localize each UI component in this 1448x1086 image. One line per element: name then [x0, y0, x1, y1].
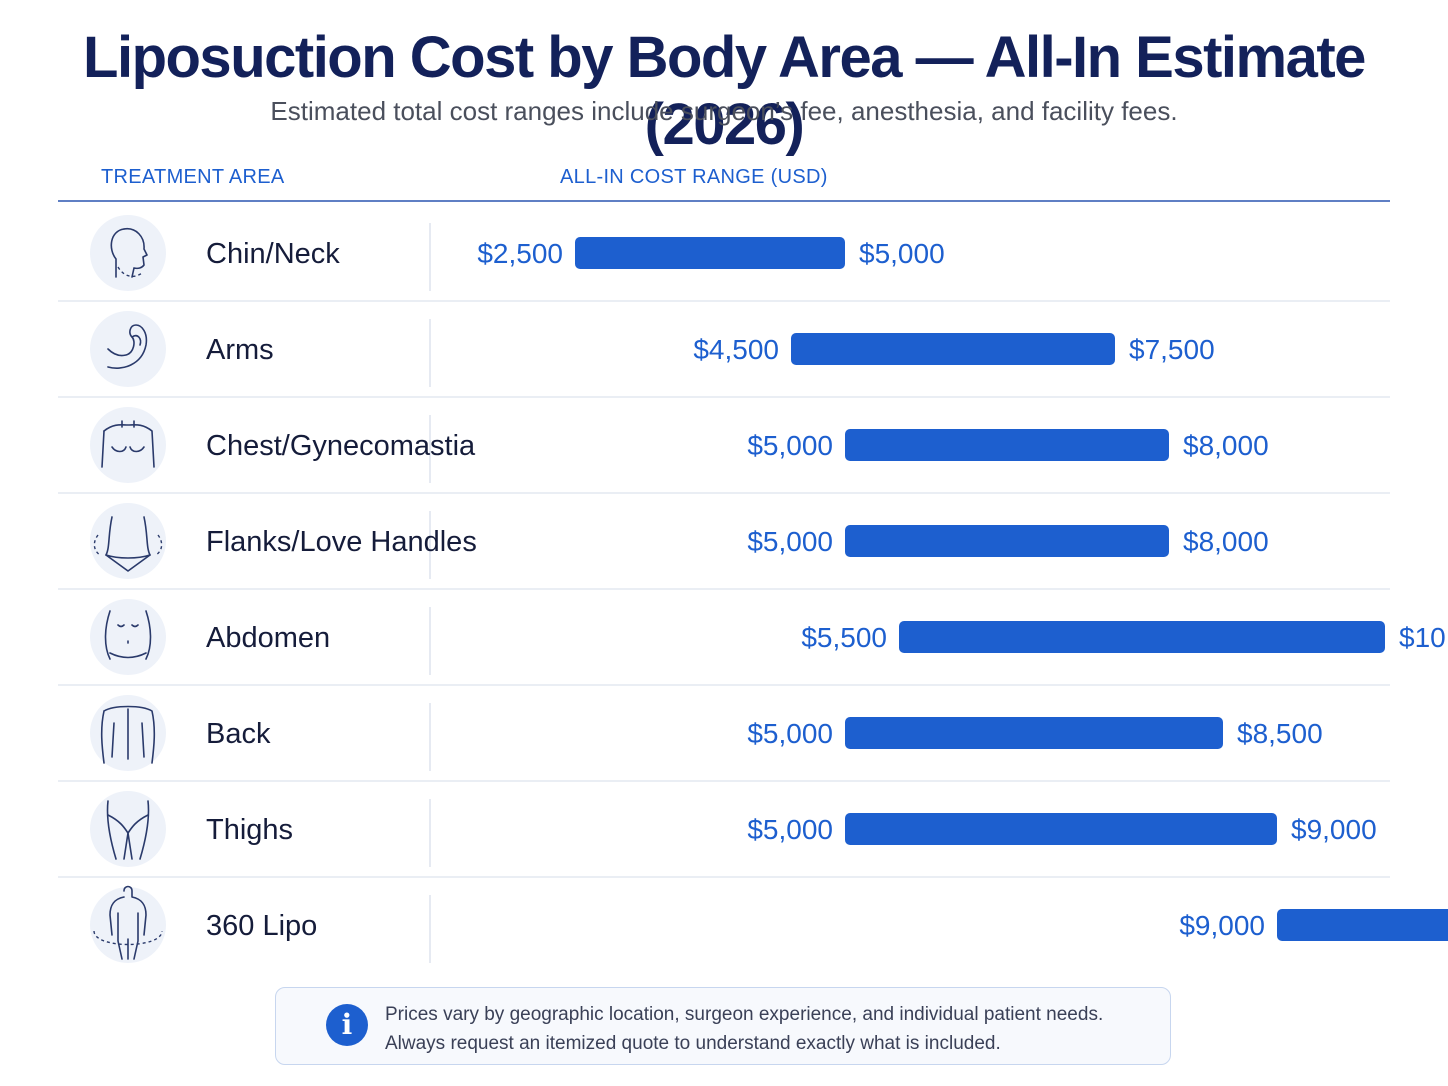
range-bar: [845, 717, 1223, 749]
row-label: Flanks/Love Handles: [206, 526, 477, 558]
column-header-treatment-area: TREATMENT AREA: [101, 166, 285, 188]
low-value-label: $2,500: [477, 238, 563, 269]
range-bar: [845, 813, 1277, 845]
row-label: Back: [206, 718, 271, 750]
full-body-icon: [90, 885, 166, 963]
header-divider: [58, 200, 1390, 202]
high-value-label: $8,500: [1237, 718, 1323, 749]
abdomen-torso-icon: [90, 599, 166, 675]
high-value-label: $9,000: [1291, 814, 1377, 845]
high-value-label: $8,000: [1183, 430, 1269, 461]
info-icon: i: [326, 1004, 368, 1046]
info-note: i Prices vary by geographic location, su…: [275, 987, 1171, 1065]
row-label: Chin/Neck: [206, 238, 340, 270]
flexed-arm-icon: [90, 311, 166, 387]
row-label: Thighs: [206, 814, 293, 846]
low-value-label: $5,000: [747, 718, 833, 749]
low-value-label: $5,000: [747, 430, 833, 461]
range-bar: [791, 333, 1115, 365]
high-value-label: $10,000: [1399, 622, 1448, 653]
high-value-label: $8,000: [1183, 526, 1269, 557]
thighs-icon: [90, 791, 166, 867]
info-note-line-1: Prices vary by geographic location, surg…: [385, 1004, 1104, 1025]
chest-torso-icon: [90, 407, 166, 483]
low-value-label: $4,500: [693, 334, 779, 365]
head-profile-icon: [90, 215, 166, 291]
low-value-label: $5,000: [747, 814, 833, 845]
low-value-label: $5,500: [801, 622, 887, 653]
low-value-label: $9,000: [1179, 910, 1265, 941]
row-label: Chest/Gynecomastia: [206, 430, 476, 462]
high-value-label: $7,500: [1129, 334, 1215, 365]
range-bar: [1277, 909, 1448, 941]
row-label: Arms: [206, 334, 274, 366]
chart-subtitle: Estimated total cost ranges include surg…: [270, 96, 1178, 126]
high-value-label: $5,000: [859, 238, 945, 269]
range-bar: [899, 621, 1385, 653]
info-note-line-2: Always request an itemized quote to unde…: [385, 1033, 1001, 1054]
range-bar: [845, 429, 1169, 461]
range-bar: [845, 525, 1169, 557]
column-header-cost-range: ALL-IN COST RANGE (USD): [560, 166, 828, 188]
range-bar: [575, 237, 845, 269]
waist-flanks-icon: [90, 503, 166, 579]
row-label: 360 Lipo: [206, 910, 317, 942]
back-torso-icon: [90, 695, 166, 771]
chart-title: Liposuction Cost by Body Area — All-In E…: [83, 25, 1366, 157]
info-note-text: Prices vary by geographic location, surg…: [385, 1000, 1103, 1058]
row-label: Abdomen: [206, 622, 330, 654]
low-value-label: $5,000: [747, 526, 833, 557]
